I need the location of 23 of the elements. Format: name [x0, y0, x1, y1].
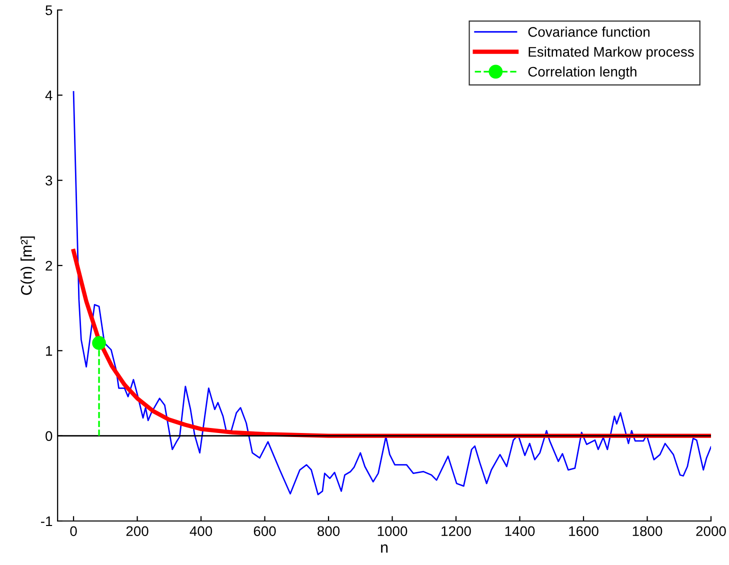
y-axis-title: C(n) [m²]: [20, 236, 35, 295]
x-tick-label: 1400: [505, 526, 535, 536]
legend-label: Correlation length: [528, 66, 636, 80]
legend-label: Covariance function: [528, 26, 650, 37]
x-tick-label: 400: [190, 526, 212, 536]
x-axis-title: n: [381, 544, 388, 553]
y-tick-label: 4: [45, 90, 52, 100]
y-tick-label: 0: [46, 431, 52, 442]
x-tick-label: 2000: [696, 526, 726, 536]
x-tick-label: 800: [318, 526, 340, 536]
y-tick-label: 2: [46, 260, 52, 271]
x-tick-label: 0: [70, 526, 77, 536]
y-tick-label: -1: [41, 516, 52, 526]
x-tick-label: 1600: [569, 526, 598, 536]
x-tick-label: 1200: [442, 526, 471, 536]
y-tick-label: 3: [46, 176, 52, 186]
x-tick-label: 1000: [378, 526, 408, 536]
x-tick-label: 200: [126, 526, 148, 536]
y-tick-label: 1: [46, 346, 52, 356]
x-tick-label: 1800: [632, 526, 662, 536]
x-tick-label: 600: [254, 526, 276, 536]
y-tick-label: 5: [46, 5, 52, 16]
legend-label: Esitmated Markow process: [528, 46, 694, 60]
